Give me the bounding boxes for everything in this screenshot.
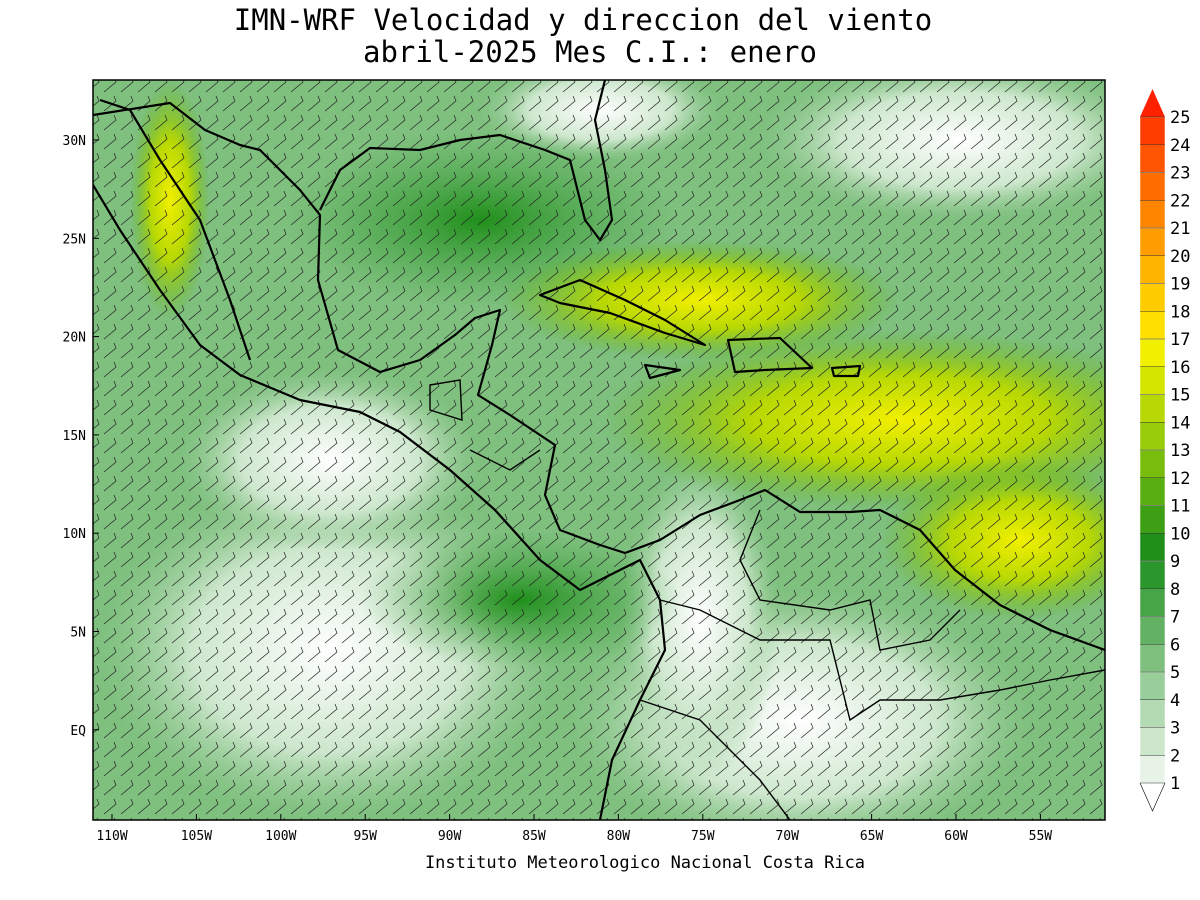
lon-axis: 110W 105W 100W 95W 90W 85W 80W 75W 70W 65W 60W 55W [96,814,1052,844]
colorbar-box [1139,311,1166,340]
coastline [93,184,667,820]
lon-tick-label: 75W [691,829,715,844]
lat-tick-label: 15N [63,429,86,444]
coastline [624,488,1105,652]
coastline [643,363,682,380]
lat-tick-label: 30N [63,134,86,149]
coastline [830,364,862,378]
colorbar-label: 10 [1170,524,1190,544]
colorbar-box [1139,116,1166,145]
footer: Instituto Meteorologico Nacional Costa R… [425,853,865,873]
colorbar-box [1139,755,1166,784]
colorbar-label: 13 [1170,441,1190,461]
colorbar-bottom [1139,782,1166,812]
lon-tick-label: 65W [860,829,884,844]
colorbar-label: 20 [1170,247,1190,267]
colorbar-box [1139,144,1166,173]
lon-tick-label: 55W [1029,829,1053,844]
colorbar-label: 16 [1170,358,1190,378]
colorbar-label: 4 [1170,691,1180,711]
colorbar-box [1139,200,1166,229]
lon-tick-label: 100W [265,829,296,844]
colorbar-box [1139,644,1166,673]
lat-tick-label: 25N [63,232,86,247]
colorbar-label: 8 [1170,580,1180,600]
colorbar: 1234567891011121314151617181920212223242… [1139,89,1190,812]
colorbar-label: 24 [1170,136,1190,156]
colorbar-label: 19 [1170,275,1190,295]
colorbar-label: 17 [1170,330,1190,350]
border [639,699,791,820]
lat-tick-label: 10N [63,527,86,542]
colorbar-box [1139,477,1166,506]
border [739,509,961,651]
colorbar-box [1139,449,1166,478]
colorbar-box [1139,422,1166,451]
lon-tick-label: 110W [96,829,127,844]
colorbar-label: 25 [1170,108,1190,128]
colorbar-box [1139,255,1166,284]
colorbar-label: 21 [1170,219,1190,239]
coastline [93,101,626,555]
colorbar-box [1139,671,1166,700]
colorbar-box [1139,227,1166,256]
lon-tick-label: 95W [353,829,377,844]
border [429,379,541,471]
colorbar-box [1139,616,1166,645]
colorbar-label: 9 [1170,552,1180,572]
colorbar-box [1139,533,1166,562]
colorbar-label: 12 [1170,469,1190,489]
lon-tick-label: 70W [775,829,799,844]
map [93,80,1105,820]
colorbar-box [1139,560,1166,589]
colorbar-label: 2 [1170,746,1180,766]
colorbar-box [1139,172,1166,201]
title-line-1: IMN-WRF Velocidad y direccion del viento [234,3,932,37]
map-frame [92,79,1106,821]
coastline [538,278,707,347]
colorbar-box [1139,394,1166,423]
colorbar-label: 5 [1170,663,1180,683]
colorbar-box [1139,338,1166,367]
colorbar-label: 18 [1170,302,1190,322]
colorbar-label: 11 [1170,497,1190,517]
lon-tick-label: 105W [181,829,212,844]
title-line-2: abril-2025 Mes C.I.: enero [363,35,817,69]
coastline [319,80,614,242]
wind-barbs [93,80,1105,820]
lat-tick-label: EQ [70,724,86,739]
colorbar-label: 3 [1170,719,1180,739]
coastline [726,336,814,374]
colorbar-box [1139,588,1166,617]
lon-tick-label: 90W [438,829,462,844]
colorbar-label: 23 [1170,164,1190,184]
colorbar-label: 6 [1170,635,1180,655]
colorbar-box [1139,699,1166,728]
colorbar-arrow [1140,89,1165,117]
lon-tick-label: 80W [607,829,631,844]
lon-tick-label: 85W [522,829,546,844]
colorbar-label: 22 [1170,191,1190,211]
colorbar-box [1139,505,1166,534]
border [659,599,1105,722]
lat-tick-label: 5N [70,626,86,641]
lat-axis: 30N 25N 20N 15N 10N 5N EQ [63,134,99,739]
colorbar-box [1139,727,1166,756]
colorbar-label: 14 [1170,413,1190,433]
lon-tick-label: 60W [944,829,968,844]
coastline [99,98,252,361]
lat-tick-label: 20N [63,331,86,346]
colorbar-label: 15 [1170,386,1190,406]
colorbar-label: 1 [1170,774,1180,794]
colorbar-box [1139,283,1166,312]
colorbar-box [1139,366,1166,395]
colorbar-label: 7 [1170,608,1180,628]
